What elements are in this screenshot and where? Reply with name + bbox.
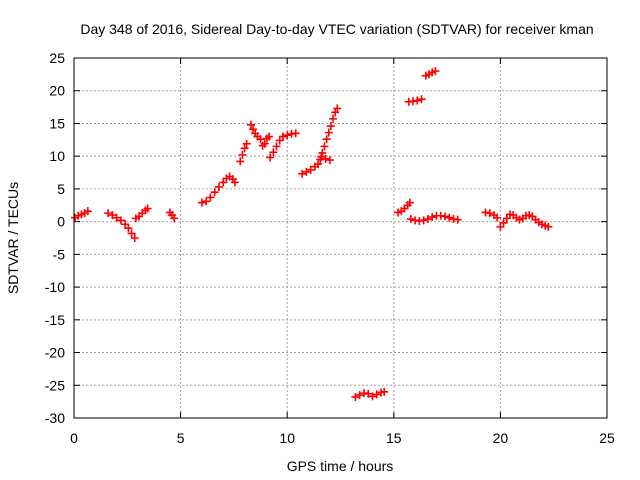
data-point	[324, 128, 333, 137]
y-tick-label: 0	[57, 214, 65, 230]
data-point	[302, 167, 311, 176]
data-point	[440, 212, 449, 221]
y-tick-label: -15	[45, 312, 65, 328]
data-point	[406, 215, 415, 224]
data-point	[329, 114, 338, 123]
y-tick-label: -10	[45, 279, 65, 295]
data-point	[333, 104, 342, 113]
data-point	[413, 96, 422, 105]
data-point	[206, 193, 215, 202]
x-tick-label: 20	[493, 430, 509, 446]
data-point	[351, 393, 360, 402]
data-point	[322, 135, 331, 144]
data-point	[372, 390, 381, 399]
data-point	[380, 387, 389, 396]
data-point	[266, 153, 275, 162]
data-point	[242, 139, 251, 148]
data-point	[325, 156, 334, 165]
x-tick-label: 15	[386, 430, 402, 446]
y-tick-label: 25	[49, 50, 65, 66]
data-point	[202, 197, 211, 206]
y-tick-labels: 25 20 15 10 5 0 -5 -10 -15 -20 -25 -30	[45, 50, 65, 426]
data-point	[321, 154, 330, 163]
grid-lines	[74, 58, 607, 418]
data-point	[428, 213, 437, 222]
data-point	[272, 142, 281, 151]
data-point	[210, 188, 219, 197]
data-point	[108, 211, 117, 220]
data-point	[544, 222, 553, 231]
data-point	[485, 209, 494, 218]
plot-area-frame	[73, 57, 608, 419]
data-point	[283, 131, 292, 140]
data-point	[236, 157, 245, 166]
y-tick-label: -20	[45, 345, 65, 361]
x-tick-labels: 0 5 10 15 20 25	[70, 430, 615, 446]
x-axis-label: GPS time / hours	[287, 458, 394, 474]
data-point	[314, 160, 323, 169]
data-point	[278, 132, 287, 141]
data-point	[130, 234, 139, 242]
x-tick-label: 5	[177, 430, 185, 446]
chart-title: Day 348 of 2016, Sidereal Day-to-day VTE…	[80, 21, 593, 37]
data-point	[112, 213, 121, 222]
data-point	[127, 229, 136, 238]
axis-ticks	[73, 57, 608, 419]
data-point	[230, 178, 239, 187]
x-tick-label: 10	[279, 430, 295, 446]
x-tick-label: 25	[599, 430, 615, 446]
data-point	[143, 204, 152, 213]
y-tick-label: -25	[45, 377, 65, 393]
data-point	[238, 150, 247, 159]
data-point	[170, 214, 179, 223]
data-point	[368, 392, 377, 401]
y-tick-label: -30	[45, 410, 65, 426]
data-point	[326, 122, 335, 131]
y-axis-label: SDTVAR / TECUs	[5, 182, 21, 294]
data-point	[104, 209, 113, 218]
data-point	[298, 169, 307, 178]
data-point	[453, 215, 462, 224]
data-point	[246, 120, 255, 129]
data-point	[83, 207, 92, 216]
data-series-sdtvar	[71, 67, 553, 402]
data-point	[423, 215, 432, 224]
data-point	[260, 139, 269, 148]
data-point	[197, 198, 206, 207]
data-point	[317, 152, 326, 161]
data-point	[214, 182, 223, 191]
data-point	[417, 95, 426, 104]
data-point	[405, 198, 414, 207]
data-point	[320, 142, 329, 151]
data-point	[265, 132, 274, 141]
y-tick-label: 10	[49, 148, 65, 164]
data-point	[124, 224, 133, 233]
x-tick-label: 0	[70, 430, 78, 446]
data-point	[419, 216, 428, 225]
y-tick-label: -5	[53, 246, 66, 262]
y-tick-label: 5	[57, 181, 65, 197]
data-point	[364, 389, 373, 398]
y-tick-label: 15	[49, 115, 65, 131]
data-point	[318, 148, 327, 157]
data-point	[493, 213, 502, 222]
data-point	[306, 165, 315, 174]
data-point	[355, 391, 364, 400]
data-point	[240, 144, 249, 153]
data-point	[445, 213, 454, 222]
data-point	[116, 216, 125, 225]
data-point	[269, 148, 278, 157]
data-point	[291, 129, 300, 138]
y-tick-label: 20	[49, 83, 65, 99]
data-point	[431, 67, 440, 76]
data-point	[499, 218, 508, 227]
